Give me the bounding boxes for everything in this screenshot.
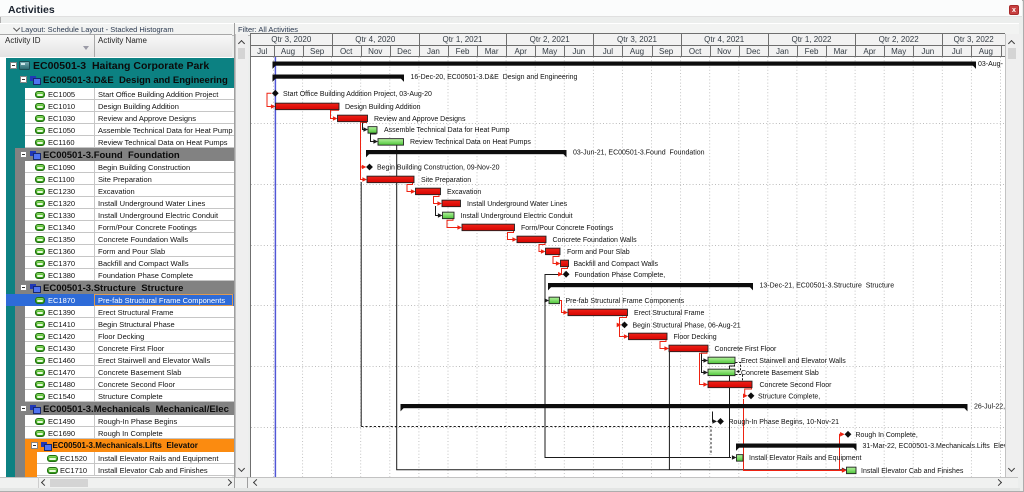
- svg-text:03-Jun-21, EC00501-3.Found Fo: 03-Jun-21, EC00501-3.Found Foundation: [573, 150, 705, 157]
- svg-text:Assemble Technical Data for He: Assemble Technical Data for Heat Pump: [384, 127, 510, 134]
- svg-text:Structure Complete,: Structure Complete,: [758, 393, 820, 400]
- svg-text:Concrete Foundation Walls: Concrete Foundation Walls: [553, 237, 638, 244]
- svg-text:Install Underground Water Line: Install Underground Water Lines: [467, 201, 568, 208]
- svg-text:Review Technical Data on Heat: Review Technical Data on Heat Pumps: [410, 139, 531, 146]
- svg-text:31-Mar-22, EC00501-3.Mechanica: 31-Mar-22, EC00501-3.Mechanicals.Lifts E…: [863, 443, 1008, 450]
- svg-text:Begin Building Construction, 0: Begin Building Construction, 09-Nov-20: [377, 165, 500, 172]
- svg-text:26-Jul-22,: 26-Jul-22,: [974, 404, 1005, 411]
- svg-text:Floor Decking: Floor Decking: [674, 334, 717, 341]
- svg-text:16-Dec-20, EC00501-3.D&E Desi: 16-Dec-20, EC00501-3.D&E Design and Engi…: [411, 74, 578, 81]
- svg-text:Rough-In Phase Begins, 10-Nov-: Rough-In Phase Begins, 10-Nov-21: [729, 419, 840, 426]
- svg-text:Begin Structural Phase, 06-Aug: Begin Structural Phase, 06-Aug-21: [633, 323, 741, 330]
- svg-text:Start Office Building Addition: Start Office Building Addition Project, …: [283, 91, 432, 98]
- svg-text:Design Building Addition: Design Building Addition: [345, 104, 421, 111]
- svg-text:03-Aug-: 03-Aug-: [978, 61, 1004, 68]
- svg-text:Install Elevator Rails and Equ: Install Elevator Rails and Equipment: [749, 455, 862, 462]
- svg-text:Form/Pour Concrete Footings: Form/Pour Concrete Footings: [521, 225, 614, 232]
- svg-text:Rough In Complete,: Rough In Complete,: [856, 432, 918, 439]
- svg-text:Review and Approve Designs: Review and Approve Designs: [374, 116, 466, 123]
- svg-text:Erect Stairwell and Elevator W: Erect Stairwell and Elevator Walls: [741, 358, 846, 365]
- svg-text:Foundation Phase Complete,: Foundation Phase Complete,: [575, 272, 666, 279]
- svg-text:Backfill and Compact Walls: Backfill and Compact Walls: [574, 261, 659, 268]
- svg-text:Concrete Second Floor: Concrete Second Floor: [760, 382, 833, 389]
- svg-text:Site Preparation: Site Preparation: [421, 177, 471, 184]
- svg-text:Form and Pour Slab: Form and Pour Slab: [567, 249, 630, 256]
- svg-text:13-Dec-21, EC00501-3.Structure: 13-Dec-21, EC00501-3.Structure Structure: [760, 283, 895, 290]
- svg-text:Erect Structural Frame: Erect Structural Frame: [634, 310, 705, 317]
- svg-text:Concrete Basement Slab: Concrete Basement Slab: [741, 370, 819, 377]
- svg-text:Install Underground Electric C: Install Underground Electric Conduit: [461, 213, 573, 220]
- svg-text:Excavation: Excavation: [447, 189, 481, 196]
- svg-text:Concrete First Floor: Concrete First Floor: [715, 346, 778, 353]
- svg-text:Pre-fab Structural Frame Compo: Pre-fab Structural Frame Components: [566, 298, 685, 305]
- svg-text:Install Elevator Cab and Finis: Install Elevator Cab and Finishes: [861, 468, 964, 475]
